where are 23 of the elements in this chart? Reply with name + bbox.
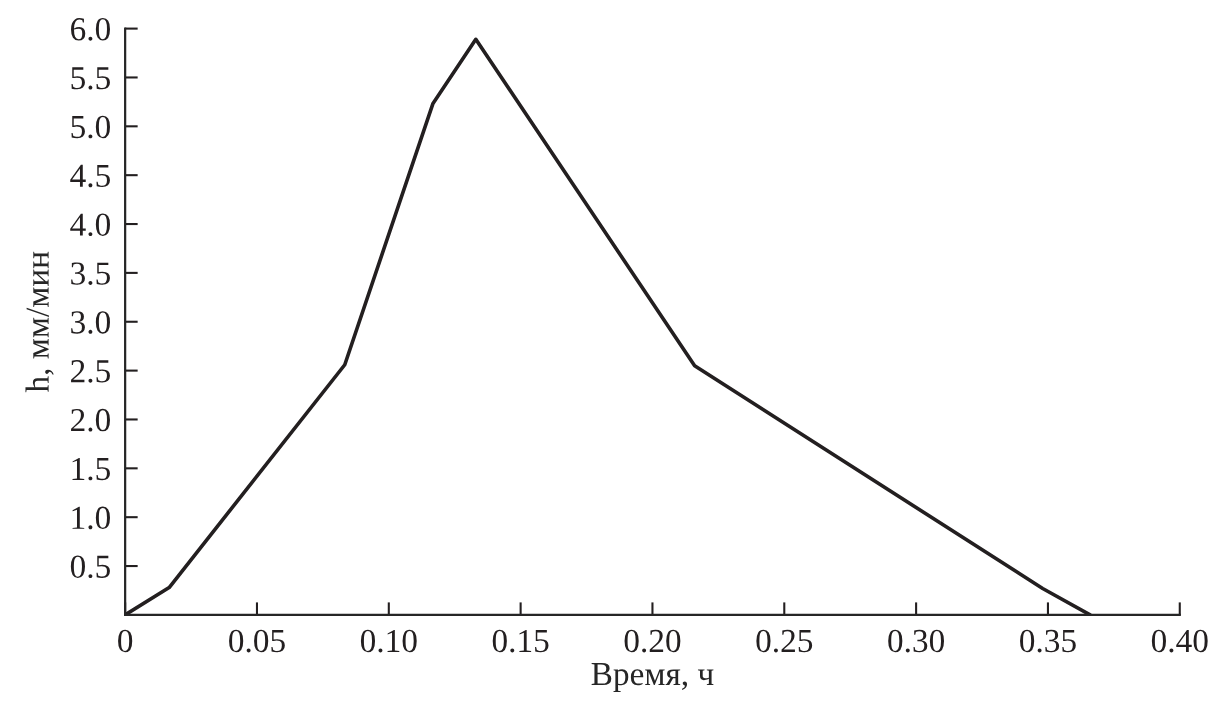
y-tick-label: 4.5 <box>70 164 110 188</box>
y-tick-label: 4.0 <box>70 213 110 237</box>
y-tick-label: 1.0 <box>72 506 110 530</box>
x-tick-label: 0.35 <box>1020 629 1076 653</box>
y-tick-label: 0.5 <box>70 555 110 579</box>
x-tick-label: 0.40 <box>1151 629 1208 653</box>
y-tick-label: 2.5 <box>71 360 110 383</box>
x-tick-label: 0.10 <box>360 629 417 653</box>
y-tick-label: 5.0 <box>71 115 110 139</box>
y-tick-label: 1.5 <box>72 457 110 481</box>
y-axis-title: h, мм/мин <box>25 251 54 393</box>
x-tick-label: 0.05 <box>229 629 285 653</box>
y-tick-label: 6.0 <box>71 18 110 41</box>
x-tick-label: 0 <box>118 629 133 653</box>
x-tick-label: 0.15 <box>492 629 549 653</box>
y-tick-label: 3.5 <box>71 262 110 285</box>
x-axis-title: Время, ч <box>591 663 714 693</box>
x-tick-label: 0.25 <box>756 629 813 653</box>
y-tick-label: 5.5 <box>71 67 110 90</box>
y-tick-label: 2.0 <box>71 408 110 432</box>
x-tick-label: 0.30 <box>888 629 945 653</box>
y-tick-label: 3.0 <box>71 311 110 334</box>
x-tick-label: 0.20 <box>624 629 681 653</box>
